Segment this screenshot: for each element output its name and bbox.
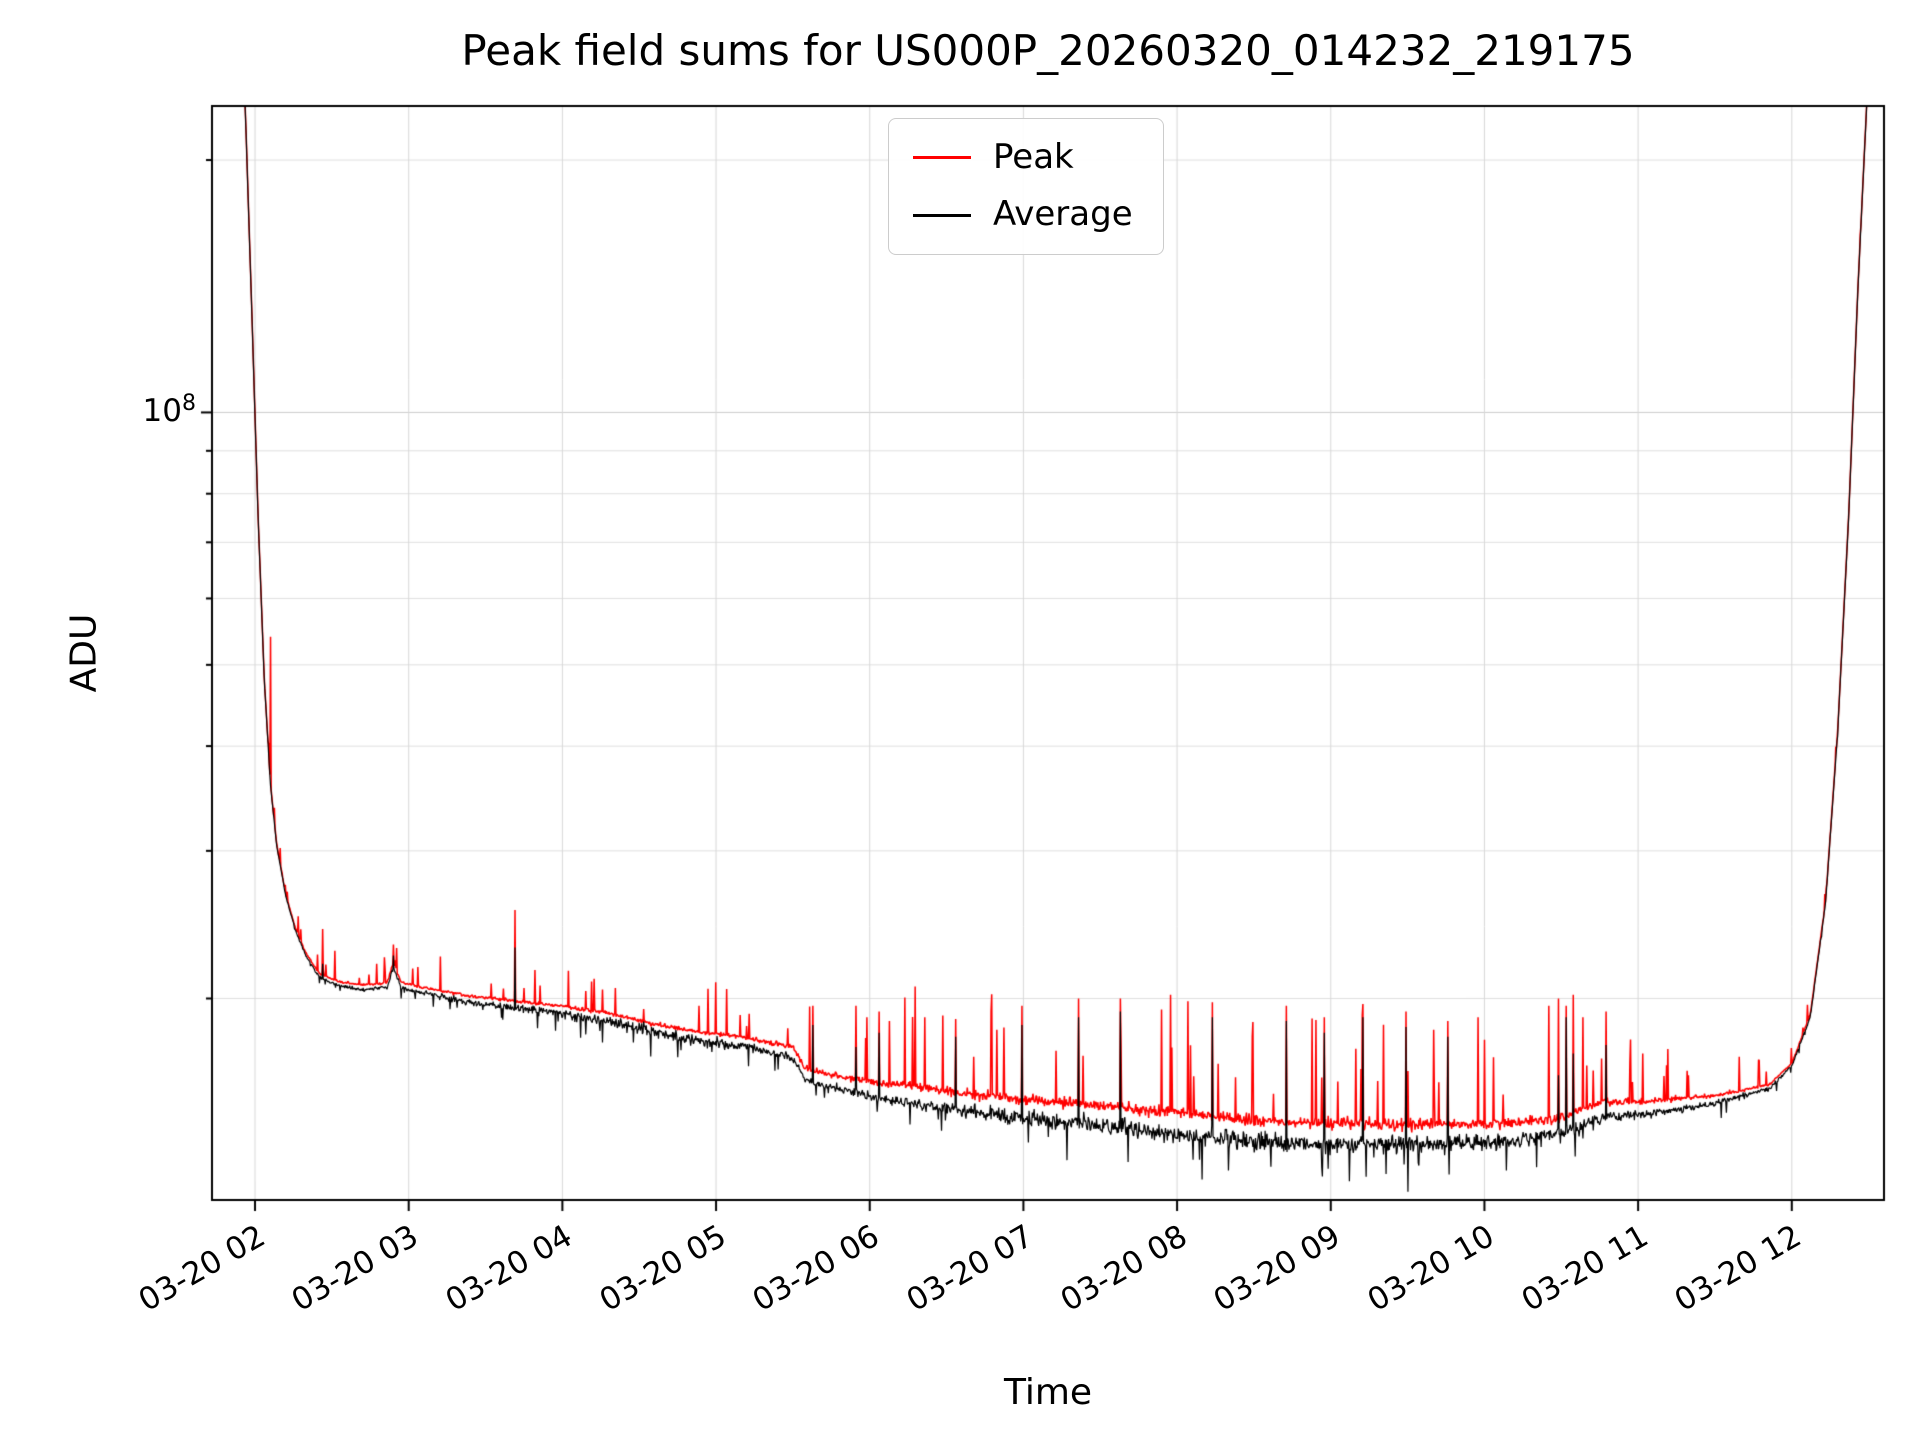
y-tick-label: 108 bbox=[143, 391, 196, 429]
legend-label-average: Average bbox=[993, 194, 1133, 235]
y-tick-exponent: 8 bbox=[182, 391, 196, 417]
average-line-icon bbox=[913, 213, 971, 217]
legend: Peak Average bbox=[888, 118, 1164, 255]
y-axis-label: ADU bbox=[63, 613, 105, 693]
legend-label-peak: Peak bbox=[993, 137, 1074, 177]
x-axis-label: Time bbox=[1003, 1372, 1093, 1413]
y-tick-base: 10 bbox=[142, 393, 182, 430]
legend-item-average: Average bbox=[913, 194, 1133, 235]
peak-line-icon bbox=[913, 156, 971, 160]
chart-title: Peak field sums for US000P_20260320_0142… bbox=[461, 26, 1635, 75]
legend-item-peak: Peak bbox=[913, 137, 1133, 177]
